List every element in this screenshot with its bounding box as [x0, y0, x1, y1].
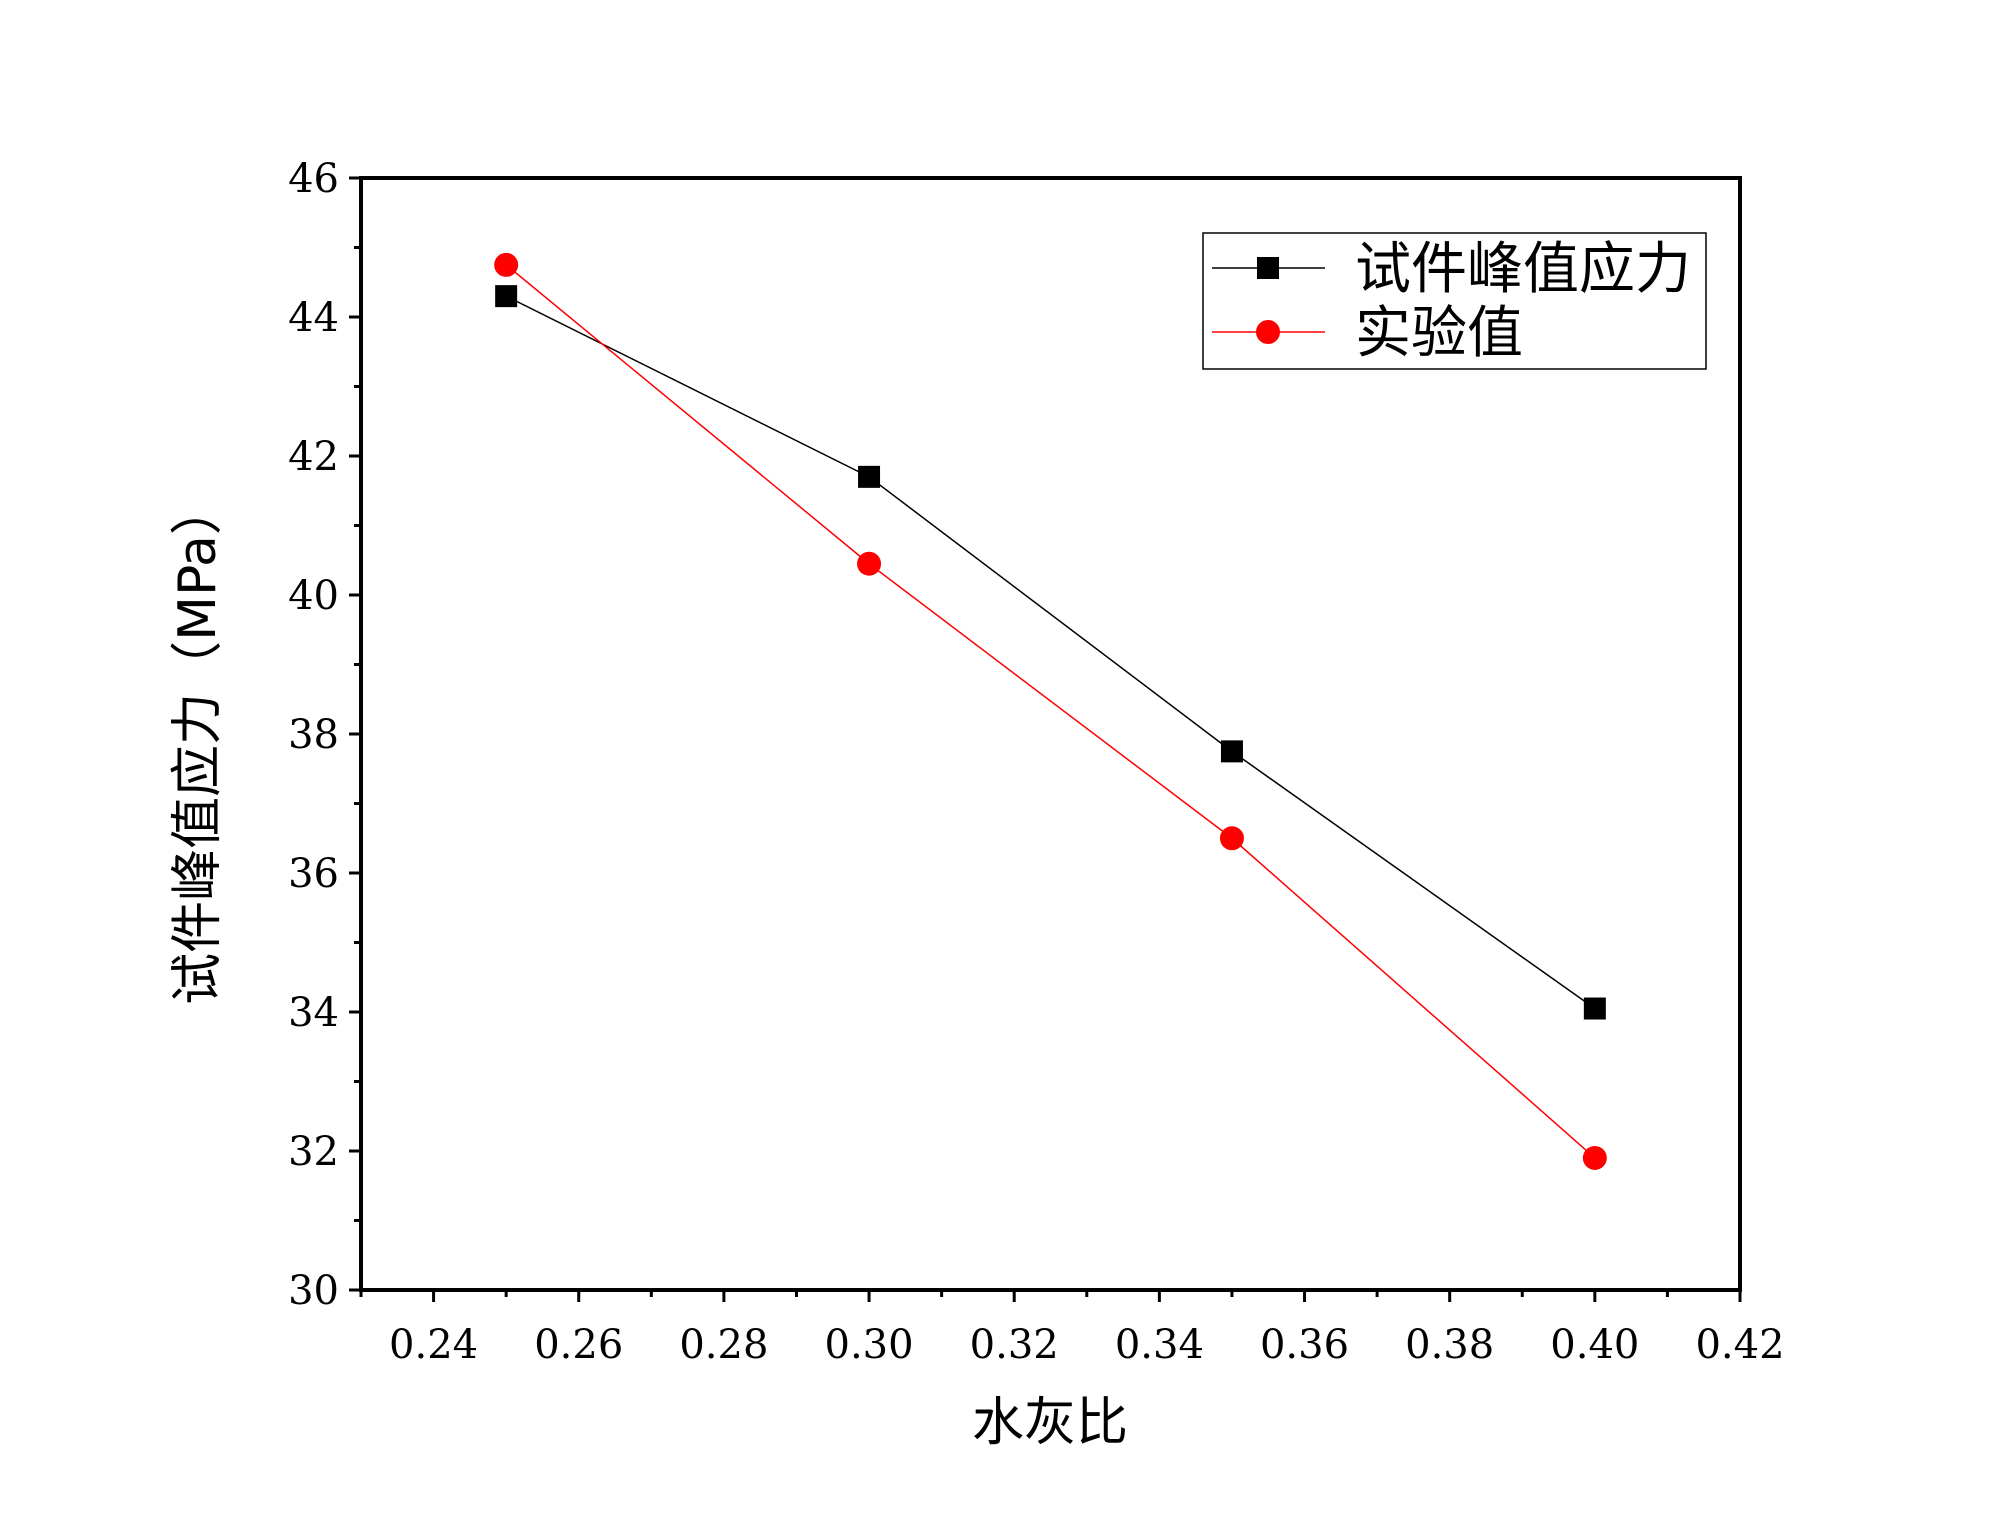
series-2-point — [494, 252, 519, 277]
y-tick-label-38: 38 — [288, 712, 339, 758]
series-1-point — [1583, 997, 1606, 1020]
x-tick-label-0.24: 0.24 — [389, 1322, 478, 1368]
series-1-point — [495, 285, 518, 308]
y-tick-label-34: 34 — [288, 990, 339, 1036]
x-tick-label-0.38: 0.38 — [1405, 1322, 1494, 1368]
legend-label: 试件峰值应力 — [1355, 237, 1691, 302]
series-2-point — [857, 551, 882, 576]
x-tick-label-0.28: 0.28 — [679, 1322, 768, 1368]
x-tick-label-0.30: 0.30 — [825, 1322, 914, 1368]
x-tick-label-0.40: 0.40 — [1550, 1322, 1639, 1368]
legend-box — [1202, 232, 1707, 370]
legend-item-1: 试件峰值应力 — [1212, 237, 1691, 302]
y-tick-label-36: 36 — [288, 851, 339, 897]
series-2-point — [1582, 1145, 1607, 1170]
y-tick-label-30: 30 — [288, 1268, 339, 1314]
x-tick-label-0.42: 0.42 — [1695, 1322, 1784, 1368]
y-tick-label-40: 40 — [288, 573, 339, 619]
y-axis: 30 32 34 36 38 40 42 44 46 — [288, 156, 361, 1314]
series-2-point — [1219, 826, 1244, 851]
series-1-point — [1220, 740, 1243, 763]
y-tick-label-44: 44 — [288, 295, 339, 341]
x-tick-label-0.26: 0.26 — [534, 1322, 623, 1368]
y-tick-label-42: 42 — [288, 434, 339, 480]
series-layer — [494, 252, 1607, 1170]
x-axis-title: 水灰比 — [972, 1393, 1128, 1453]
x-tick-label-0.32: 0.32 — [970, 1322, 1059, 1368]
series-2 — [494, 252, 1607, 1170]
legend-marker — [1257, 257, 1279, 279]
legend-label: 实验值 — [1355, 301, 1523, 366]
y-tick-label-46: 46 — [288, 156, 339, 202]
x-axis: 0.24 0.26 0.28 0.30 0.32 0.34 0.36 0.38 0.40 0.42 — [359, 1290, 1785, 1368]
series-1-point — [858, 465, 881, 488]
legend-marker — [1256, 320, 1280, 344]
y-tick-label-32: 32 — [288, 1129, 339, 1175]
x-tick-label-0.36: 0.36 — [1260, 1322, 1349, 1368]
legend-item-2: 实验值 — [1212, 301, 1523, 366]
series-1-line — [505, 295, 1596, 1010]
y-axis-title: 试件峰值应力（MPa） — [168, 483, 228, 1005]
x-tick-label-0.34: 0.34 — [1115, 1322, 1204, 1368]
series-2-line — [505, 264, 1596, 1159]
series-1 — [495, 285, 1606, 1020]
